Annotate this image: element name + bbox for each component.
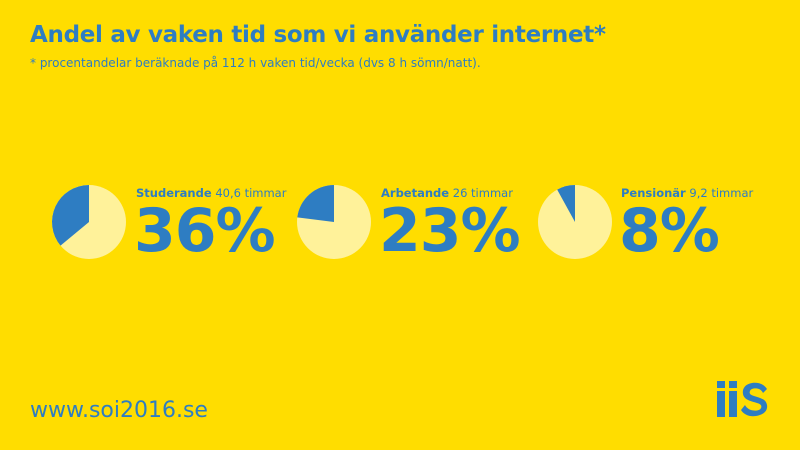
page-title: Andel av vaken tid som vi använder inter… xyxy=(30,22,606,48)
pie-slice-studerande xyxy=(52,185,89,246)
group-name: Pensionär xyxy=(621,186,686,200)
group-percent-arbetande: 23% xyxy=(379,196,521,266)
group-percent-studerande: 36% xyxy=(134,196,276,266)
pie-slice-arbetande xyxy=(297,185,334,222)
group-label-studerande: Studerande 40,6 timmar xyxy=(136,186,286,200)
group-percent-pensionar: 8% xyxy=(619,196,720,266)
group-label-pensionar: Pensionär 9,2 timmar xyxy=(621,186,753,200)
page-subtitle: * procentandelar beräknade på 112 h vake… xyxy=(30,56,481,70)
group-name: Arbetande xyxy=(381,186,450,200)
group-hours: 40,6 timmar xyxy=(215,186,287,200)
pie-slice-pensionr xyxy=(557,185,575,222)
group-hours: 9,2 timmar xyxy=(689,186,754,200)
footer-url[interactable]: www.soi2016.se xyxy=(30,398,208,423)
group-hours: 26 timmar xyxy=(452,186,513,200)
group-name: Studerande xyxy=(136,186,212,200)
iis-logo-icon xyxy=(717,381,768,417)
group-label-arbetande: Arbetande 26 timmar xyxy=(381,186,513,200)
